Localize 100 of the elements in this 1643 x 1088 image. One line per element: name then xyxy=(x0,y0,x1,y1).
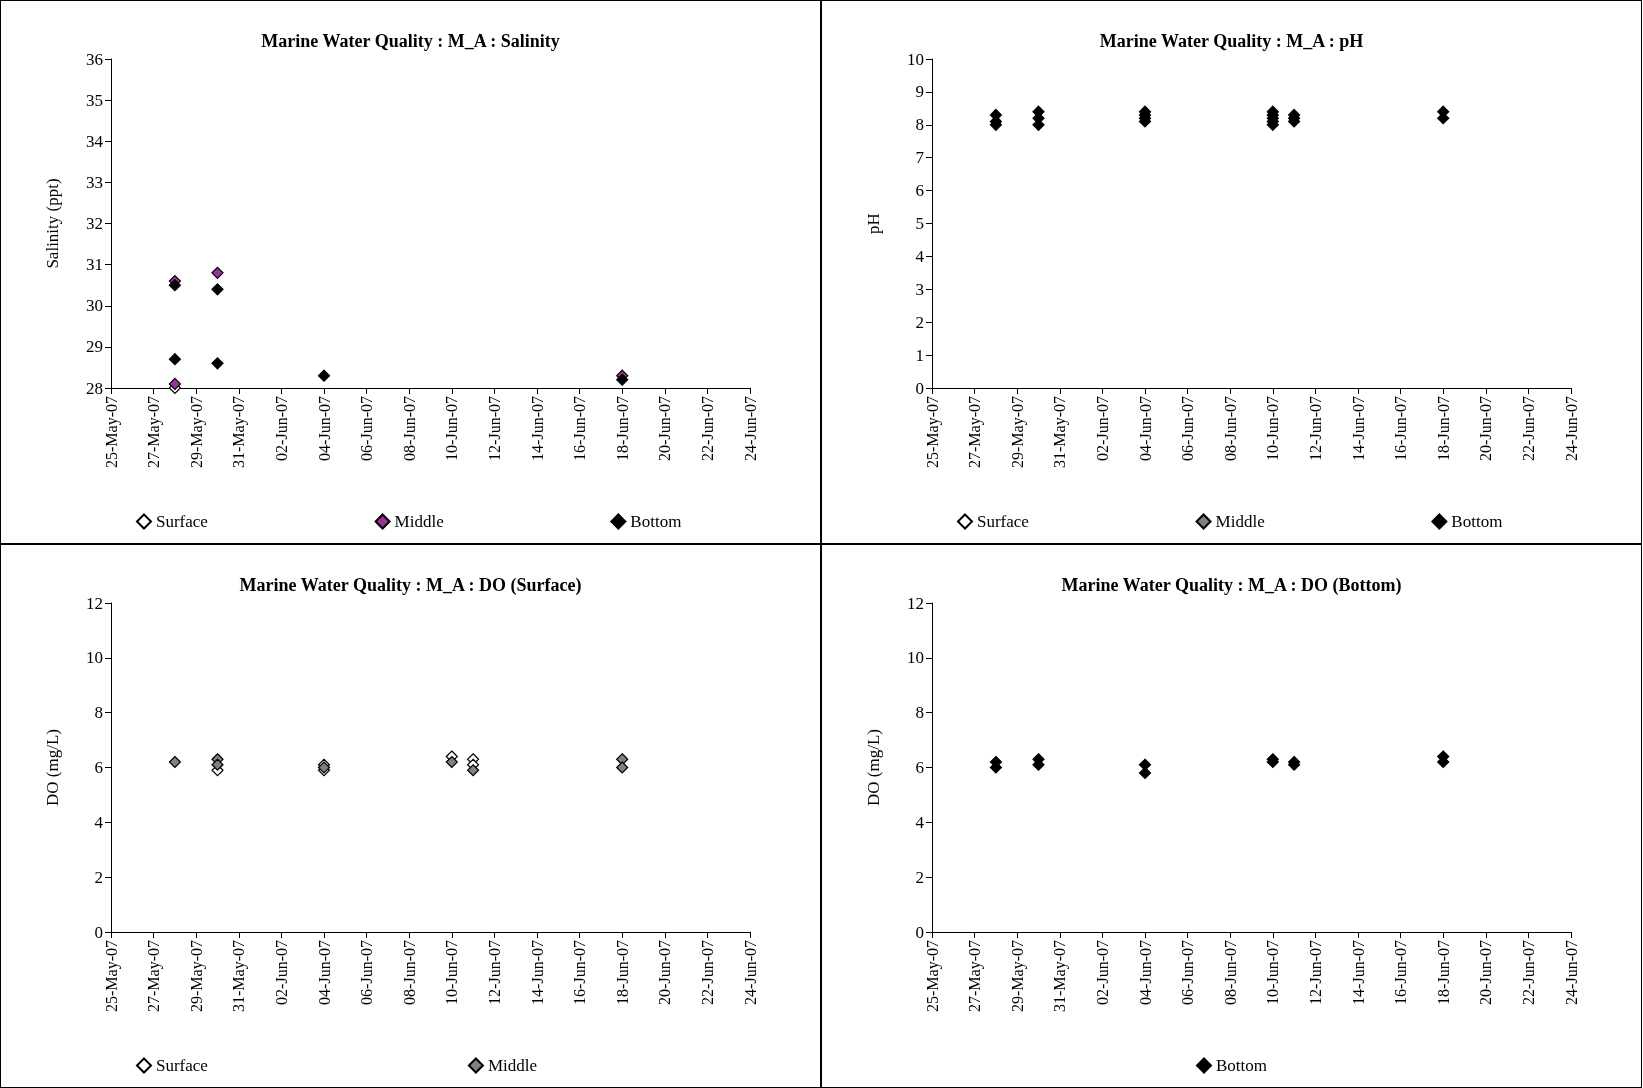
y-tick-label: 4 xyxy=(915,246,925,266)
x-tick-label: 16-Jun-07 xyxy=(571,940,589,1005)
x-tick-label: 20-Jun-07 xyxy=(1477,940,1495,1005)
legend-label: Bottom xyxy=(630,512,682,531)
y-tick-label: 12 xyxy=(907,593,924,613)
y-tick-label: 36 xyxy=(86,49,103,69)
y-tick-label: 4 xyxy=(915,812,925,832)
x-tick-label: 20-Jun-07 xyxy=(656,396,674,461)
y-axis-title: pH xyxy=(864,213,883,234)
x-tick-label: 25-May-07 xyxy=(102,940,121,1012)
x-tick-label: 04-Jun-07 xyxy=(1136,396,1154,461)
y-tick-label: 34 xyxy=(86,131,104,151)
y-tick-label: 8 xyxy=(915,703,924,723)
x-tick-label: 14-Jun-07 xyxy=(528,940,546,1005)
y-tick-label: 5 xyxy=(915,214,924,233)
x-tick-label: 14-Jun-07 xyxy=(528,396,546,461)
y-tick-label: 30 xyxy=(86,296,103,316)
y-tick-label: 12 xyxy=(86,593,103,613)
chart-title: Marine Water Quality : M_A : DO (Surface) xyxy=(239,575,582,596)
y-tick-label: 9 xyxy=(915,82,924,102)
legend-label: Surface xyxy=(977,512,1029,531)
y-tick-label: 2 xyxy=(915,867,924,887)
y-tick-label: 33 xyxy=(86,172,103,192)
x-tick-label: 24-Jun-07 xyxy=(1562,940,1580,1005)
legend-label: Surface xyxy=(156,512,208,531)
x-tick-label: 22-Jun-07 xyxy=(698,396,716,461)
x-tick-label: 24-Jun-07 xyxy=(741,940,759,1005)
x-tick-label: 12-Jun-07 xyxy=(485,396,503,461)
x-tick-label: 31-May-07 xyxy=(1051,396,1070,468)
x-tick-label: 14-Jun-07 xyxy=(1349,396,1367,461)
y-tick-label: 35 xyxy=(86,90,103,110)
x-tick-label: 29-May-07 xyxy=(187,940,206,1012)
chart-title: Marine Water Quality : M_A : pH xyxy=(1099,31,1364,51)
x-tick-label: 08-Jun-07 xyxy=(400,940,418,1005)
x-tick-label: 18-Jun-07 xyxy=(613,940,631,1005)
y-tick-label: 28 xyxy=(86,378,103,398)
y-axis-title: Salinity (ppt) xyxy=(43,178,62,269)
legend-label: Bottom xyxy=(1216,1056,1268,1075)
x-tick-label: 29-May-07 xyxy=(1008,396,1027,468)
y-tick-label: 31 xyxy=(86,255,103,275)
x-tick-label: 08-Jun-07 xyxy=(400,396,418,461)
legend-label: Middle xyxy=(394,512,444,531)
x-tick-label: 12-Jun-07 xyxy=(1306,396,1324,461)
y-tick-label: 4 xyxy=(94,812,104,832)
x-tick-label: 18-Jun-07 xyxy=(613,396,631,461)
y-tick-label: 0 xyxy=(94,922,103,942)
y-tick-label: 6 xyxy=(915,758,924,777)
x-tick-label: 06-Jun-07 xyxy=(1179,396,1197,461)
x-tick-label: 10-Jun-07 xyxy=(1264,396,1282,461)
x-tick-label: 06-Jun-07 xyxy=(358,940,376,1005)
x-tick-label: 25-May-07 xyxy=(923,396,942,468)
y-tick-label: 8 xyxy=(94,703,103,723)
x-tick-label: 31-May-07 xyxy=(1051,940,1070,1012)
x-tick-label: 22-Jun-07 xyxy=(1519,396,1537,461)
x-tick-label: 12-Jun-07 xyxy=(1306,940,1324,1005)
x-tick-label: 29-May-07 xyxy=(1008,940,1027,1012)
x-tick-label: 20-Jun-07 xyxy=(656,940,674,1005)
x-tick-label: 31-May-07 xyxy=(230,940,249,1012)
x-tick-label: 04-Jun-07 xyxy=(1136,940,1154,1005)
x-tick-label: 02-Jun-07 xyxy=(272,940,290,1005)
y-tick-label: 10 xyxy=(907,648,924,668)
x-tick-label: 24-Jun-07 xyxy=(741,396,759,461)
chart-title: Marine Water Quality : M_A : Salinity xyxy=(261,31,560,51)
x-tick-label: 27-May-07 xyxy=(145,940,164,1012)
x-tick-label: 16-Jun-07 xyxy=(1392,396,1410,461)
x-tick-label: 27-May-07 xyxy=(145,396,164,468)
x-tick-label: 18-Jun-07 xyxy=(1434,940,1452,1005)
y-tick-label: 1 xyxy=(915,345,924,365)
x-tick-label: 12-Jun-07 xyxy=(485,940,503,1005)
y-tick-label: 8 xyxy=(915,115,924,135)
x-tick-label: 02-Jun-07 xyxy=(1093,940,1111,1005)
legend-label: Bottom xyxy=(1451,512,1503,531)
y-tick-label: 0 xyxy=(915,922,924,942)
y-axis-title: DO (mg/L) xyxy=(864,729,883,806)
x-tick-label: 18-Jun-07 xyxy=(1434,396,1452,461)
y-tick-label: 2 xyxy=(915,312,924,332)
x-tick-label: 04-Jun-07 xyxy=(315,396,333,461)
x-tick-label: 27-May-07 xyxy=(966,940,985,1012)
legend-label: Middle xyxy=(1215,512,1265,531)
y-tick-label: 29 xyxy=(86,337,103,357)
x-tick-label: 25-May-07 xyxy=(102,396,121,468)
x-tick-label: 22-Jun-07 xyxy=(698,940,716,1005)
x-tick-label: 22-Jun-07 xyxy=(1519,940,1537,1005)
x-tick-label: 06-Jun-07 xyxy=(1179,940,1197,1005)
chart-title: Marine Water Quality : M_A : DO (Bottom) xyxy=(1061,575,1402,596)
x-tick-label: 08-Jun-07 xyxy=(1221,940,1239,1005)
x-tick-label: 31-May-07 xyxy=(230,396,249,468)
y-tick-label: 7 xyxy=(915,148,925,168)
x-tick-label: 24-Jun-07 xyxy=(1562,396,1580,461)
y-axis-title: DO (mg/L) xyxy=(43,729,62,806)
x-tick-label: 06-Jun-07 xyxy=(358,396,376,461)
x-tick-label: 10-Jun-07 xyxy=(443,940,461,1005)
x-tick-label: 02-Jun-07 xyxy=(1093,396,1111,461)
x-tick-label: 08-Jun-07 xyxy=(1221,396,1239,461)
y-tick-label: 32 xyxy=(86,214,103,233)
x-tick-label: 14-Jun-07 xyxy=(1349,940,1367,1005)
x-tick-label: 04-Jun-07 xyxy=(315,940,333,1005)
x-tick-label: 29-May-07 xyxy=(187,396,206,468)
y-tick-label: 10 xyxy=(86,648,103,668)
x-tick-label: 16-Jun-07 xyxy=(571,396,589,461)
